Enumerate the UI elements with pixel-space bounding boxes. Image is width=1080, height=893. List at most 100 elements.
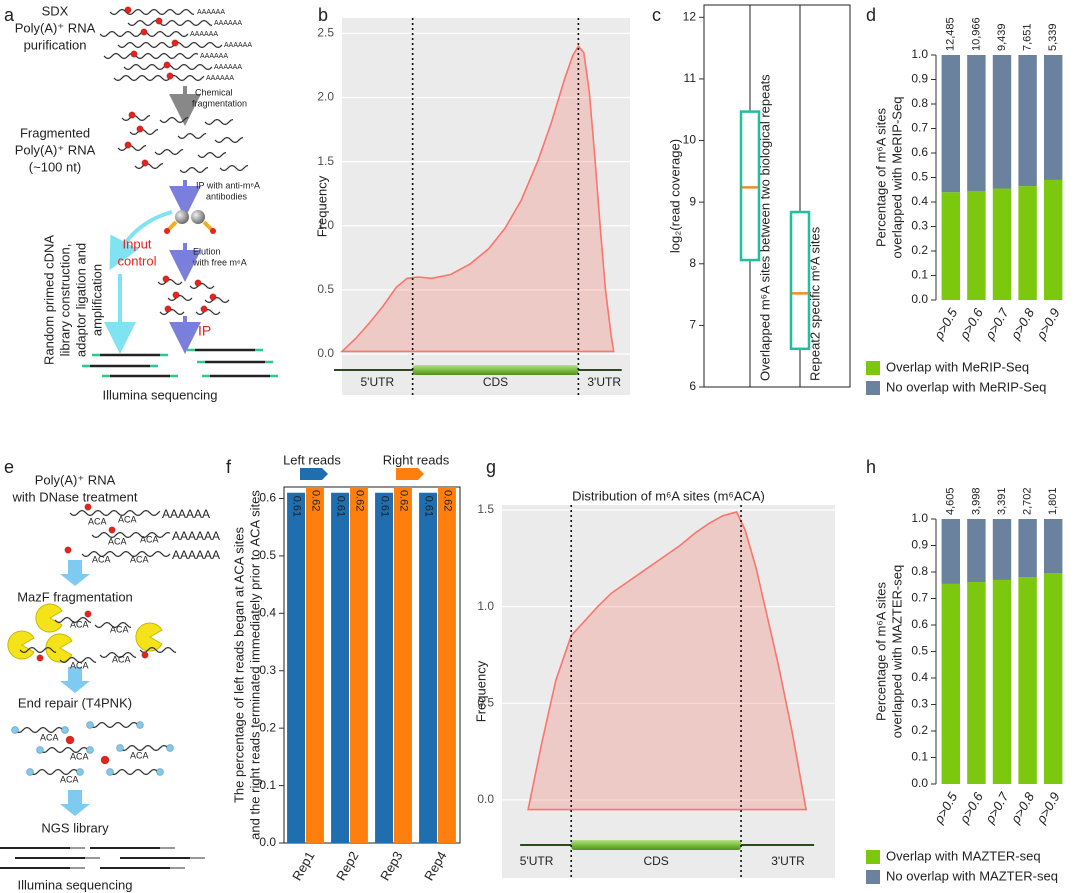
rna-strand	[219, 164, 249, 172]
step-text: adaptor ligation and	[73, 243, 88, 357]
rna-strand	[157, 278, 183, 286]
cds-box	[412, 365, 579, 375]
rna-strand	[54, 616, 92, 624]
x-tick-label: ρ>0.5	[930, 305, 960, 343]
antibody	[166, 220, 214, 232]
y-tick-label: 1.5	[317, 154, 334, 168]
x-tick-label: ρ>0.7	[982, 305, 1012, 343]
modification	[136, 125, 144, 133]
region-label: 5'UTR	[361, 375, 395, 389]
rna-strand	[177, 132, 207, 140]
step-text: Poly(A)⁺ RNA	[15, 20, 96, 35]
panel-label: b	[318, 5, 328, 25]
y-tick-label: 0.2	[911, 723, 928, 737]
value-label: 0.62	[442, 490, 454, 511]
poly-tail: AAAAAA	[200, 53, 228, 60]
modification	[200, 305, 208, 313]
modification	[36, 654, 44, 662]
y-tick-label: 0.1	[259, 778, 276, 792]
m6a-dot	[164, 228, 170, 234]
y-tick-label: 0.5	[259, 548, 276, 562]
modification	[209, 293, 217, 301]
modification	[172, 291, 180, 299]
region-label: 5'UTR	[520, 854, 554, 868]
y-tick-label: 1.0	[317, 218, 334, 232]
rna-strand	[127, 19, 213, 27]
x-tick-label: ρ>0.6	[956, 789, 986, 827]
y-tick-label: 0.4	[259, 605, 276, 619]
rna-strand	[19, 646, 57, 654]
panel-label: e	[4, 457, 14, 477]
modification	[61, 726, 69, 734]
step-text: Random primed cDNA	[41, 235, 56, 365]
y-tick-label: 0.0	[911, 776, 928, 790]
modification	[141, 651, 149, 659]
modification	[166, 744, 174, 752]
legend-swatch	[866, 361, 880, 375]
rna-strand	[214, 136, 244, 144]
poly-tail: AAAAAA	[214, 64, 242, 71]
y-tick-label: 0.0	[317, 346, 334, 360]
poly-tail: AAAAAA	[206, 75, 234, 82]
value-label: 0.62	[398, 490, 410, 511]
y-tick-label: 0.7	[911, 121, 928, 135]
y-tick-label: 1.5	[477, 502, 494, 516]
y-tick-label: 7	[689, 318, 696, 332]
step-text: Fragmented	[20, 125, 90, 140]
poly-tail: AAAAAA	[172, 548, 220, 562]
motif: ACA	[70, 619, 89, 629]
modification	[108, 526, 116, 534]
box	[739, 110, 761, 262]
panel-label: f	[226, 457, 232, 477]
arrow	[60, 560, 90, 586]
value-label: 0.61	[291, 496, 303, 517]
bar-segment	[1043, 519, 1063, 574]
motif: ACA	[40, 732, 59, 742]
diagrams: SDX Poly(A)⁺ RNA purification Chemical f…	[0, 3, 278, 892]
rna-strand	[109, 8, 195, 16]
region-label: 3'UTR	[587, 375, 621, 389]
motif: ACA	[108, 536, 127, 546]
y-axis-label: log₂(read coverage)	[667, 139, 682, 253]
mazf	[35, 603, 63, 633]
region-label: CDS	[483, 375, 508, 389]
modification	[116, 744, 124, 752]
step-text: Input	[123, 236, 152, 251]
modification	[124, 6, 132, 14]
bar-segment	[941, 583, 961, 784]
bar-segment	[967, 582, 986, 784]
legend-label: Right reads	[383, 452, 450, 467]
motif: ACA	[130, 750, 149, 760]
y-tick-label: 0.0	[911, 292, 928, 306]
rna-strand	[121, 114, 151, 122]
bar-segment	[992, 188, 1012, 300]
bar-segment	[941, 519, 961, 584]
rna-strand	[109, 768, 161, 776]
rna-strand	[117, 41, 223, 49]
modification	[86, 721, 94, 729]
bar-segment	[967, 55, 986, 191]
y-axis-label: Frequency	[473, 660, 488, 722]
step-text: Elution	[193, 246, 221, 256]
modification	[76, 768, 84, 776]
rna-strand	[81, 550, 171, 558]
step-text: Poly(A)⁺ RNA	[15, 142, 96, 157]
y-tick-label: 1.0	[911, 47, 928, 61]
bar	[350, 487, 368, 843]
category-label: Repeat2 specific m⁶A sites	[807, 226, 822, 381]
m6a-dot	[210, 228, 216, 234]
plot-background	[502, 505, 835, 878]
bar	[419, 492, 437, 843]
motif: ACA	[110, 624, 129, 634]
step-text: NGS library	[41, 820, 109, 835]
y-axis-label: Percentage of m⁶A sites	[873, 581, 888, 721]
chart-title: Distribution of m⁶A sites (m⁶ACA)	[572, 488, 765, 503]
y-axis-label: Frequency	[314, 175, 329, 237]
modification	[162, 275, 170, 283]
panel-label: a	[4, 5, 15, 25]
step-text: IP	[198, 323, 211, 339]
arrow	[109, 210, 173, 271]
arrow	[60, 667, 90, 693]
step-text: amplification	[89, 264, 104, 336]
y-tick-label: 1.0	[477, 599, 494, 613]
